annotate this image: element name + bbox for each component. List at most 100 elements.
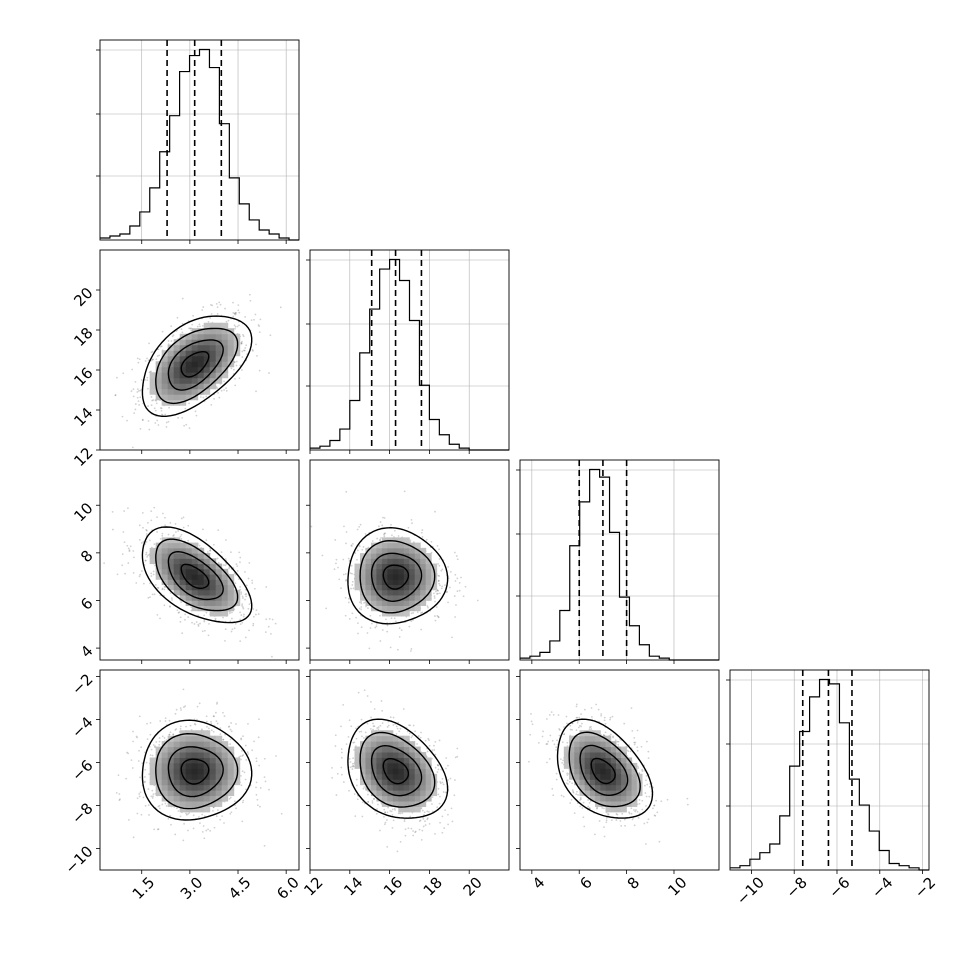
scatter-point (178, 611, 181, 614)
scatter-point (267, 625, 270, 628)
scatter-point (178, 457, 180, 459)
density-cell (215, 328, 223, 335)
density-cell (161, 377, 169, 384)
density-cell (392, 589, 399, 596)
scatter-point (194, 723, 197, 726)
scatter-point (218, 301, 221, 304)
scatter-point (229, 728, 232, 731)
scatter-point (177, 530, 180, 532)
density-cell (387, 547, 394, 554)
density-cell (215, 366, 223, 373)
scatter-point (215, 302, 218, 305)
scatter-point (219, 303, 222, 306)
scatter-point (391, 808, 394, 811)
hist-frame-1 (309, 249, 510, 451)
density-cell (381, 595, 388, 601)
scatter-point (162, 512, 164, 515)
scatter-point (399, 812, 402, 815)
scatter-point (232, 315, 235, 318)
scatter-point (164, 516, 166, 519)
density-cell (191, 605, 199, 612)
density-cell (209, 595, 217, 601)
density-cell (203, 558, 211, 565)
density-cell (215, 790, 223, 797)
scatter-point (239, 755, 242, 758)
scatter-point (172, 334, 175, 337)
scatter-point (188, 811, 191, 814)
scatter-point (235, 563, 238, 566)
scatter-point (378, 525, 380, 528)
scatter-point (147, 596, 150, 599)
density-cell (185, 784, 193, 791)
scatter-point (144, 768, 147, 771)
scatter-point (239, 585, 242, 588)
scatter-point (135, 582, 138, 584)
density-cell (161, 388, 169, 395)
scatter-point (355, 784, 358, 787)
density-cell (185, 350, 193, 357)
scatter-point (137, 390, 140, 392)
scatter-point (160, 407, 163, 410)
density-cell (173, 394, 181, 401)
scatter-point (121, 564, 124, 567)
density-cell (167, 372, 175, 379)
scatter-point (382, 516, 384, 519)
scatter-point (151, 593, 154, 596)
density-cell (209, 746, 217, 753)
scatter-point (251, 348, 254, 351)
scatter-point (374, 626, 377, 629)
scatter-point (180, 709, 182, 711)
scatter-point (241, 340, 243, 343)
density-cell (398, 589, 405, 596)
scatter-point (134, 380, 137, 383)
scatter-point (383, 808, 386, 811)
scatter-point (216, 722, 219, 725)
scatter-point (171, 599, 173, 601)
scatter-point (255, 781, 258, 784)
density-cell (387, 553, 394, 559)
scatter-point (146, 357, 148, 360)
scatter-point (207, 634, 210, 637)
density-cell (179, 574, 187, 580)
scatter-point (141, 418, 144, 421)
scatter-point (236, 570, 239, 572)
scatter-point (440, 587, 443, 590)
scatter-point (427, 606, 429, 609)
density-cell (381, 605, 388, 612)
density-cell (149, 547, 157, 554)
scatter-point (229, 743, 232, 745)
density-cell (179, 730, 187, 737)
density-cell (161, 762, 169, 769)
density-cell (185, 752, 193, 758)
scatter-point (257, 324, 260, 326)
scatter-point (410, 620, 413, 623)
scatter-point (165, 739, 168, 742)
scatter-point (127, 562, 130, 564)
contour-line (167, 550, 224, 601)
contour-line (141, 526, 253, 624)
contour-line (347, 526, 449, 625)
scatter-point (191, 323, 194, 326)
scatter-point (164, 802, 167, 805)
scatter-point (136, 812, 139, 815)
contour-line (167, 746, 224, 798)
scatter-point (170, 325, 173, 327)
density-cell (155, 563, 163, 570)
density-cell (185, 558, 193, 565)
scatter-point (139, 776, 141, 779)
density-cell (161, 394, 169, 401)
scatter-point (149, 582, 151, 585)
scatter-point (180, 601, 183, 603)
density-cell (387, 574, 394, 580)
scatter-point (146, 387, 149, 390)
scatter-point (215, 815, 218, 818)
hist-frame-0 (99, 39, 300, 241)
density-cell (221, 333, 229, 340)
scatter-point (174, 729, 177, 731)
density-cell (179, 563, 187, 570)
scatter-point (386, 630, 389, 633)
scatter-point (369, 614, 372, 617)
scatter-point (360, 606, 363, 608)
scatter-point (237, 304, 240, 307)
density-cell (185, 762, 193, 769)
